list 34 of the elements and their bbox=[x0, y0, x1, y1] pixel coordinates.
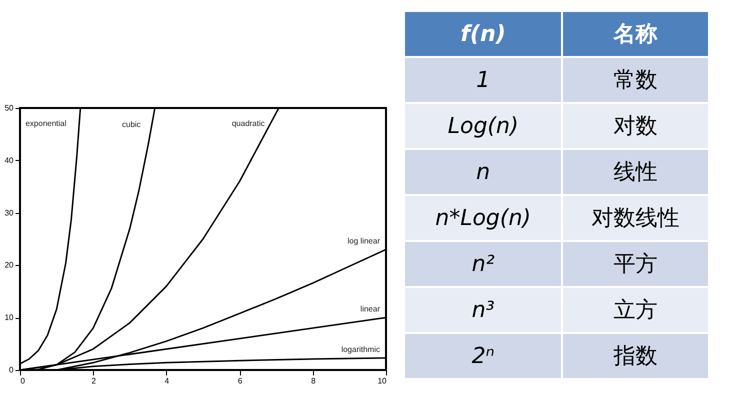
x-tick-label: 6 bbox=[238, 376, 243, 386]
text: n*Log(n) bbox=[435, 206, 531, 230]
x-tick-label: 4 bbox=[164, 376, 170, 386]
category-label: f(n) bbox=[404, 11, 562, 57]
series-label: quadratic bbox=[232, 119, 265, 128]
text: 立方 bbox=[614, 298, 658, 323]
text: 对数 bbox=[614, 114, 658, 139]
series-label: log linear bbox=[348, 236, 380, 246]
series-label: logarithmic bbox=[341, 344, 380, 354]
text: n² bbox=[472, 252, 495, 276]
text: n bbox=[476, 160, 490, 184]
text: 常数 bbox=[614, 68, 658, 93]
x-tick-label: 2 bbox=[91, 376, 96, 386]
y-tick-label: 10 bbox=[4, 313, 14, 322]
series-label: cubic bbox=[122, 120, 141, 130]
text: 2ⁿ bbox=[472, 344, 495, 368]
y-tick-label: 50 bbox=[4, 104, 14, 112]
category-label: 名称 bbox=[562, 11, 709, 57]
text: 1 bbox=[476, 68, 490, 92]
x-tick-label: 8 bbox=[311, 376, 316, 386]
y-tick-label: 0 bbox=[9, 366, 14, 374]
y-tick-label: 40 bbox=[4, 156, 14, 165]
text: 线性 bbox=[614, 160, 658, 185]
text: n³ bbox=[472, 298, 495, 322]
y-tick-label: 30 bbox=[4, 208, 14, 218]
x-tick-label: 0 bbox=[20, 376, 26, 386]
text: Log(n) bbox=[448, 114, 519, 138]
series-label: exponential bbox=[25, 119, 67, 128]
text: 平方 bbox=[614, 252, 658, 277]
series-label: linear bbox=[360, 304, 380, 314]
text: 对数线性 bbox=[592, 206, 680, 231]
y-tick-label: 20 bbox=[4, 260, 14, 270]
text: 指数 bbox=[614, 344, 658, 369]
x-tick-label: 10 bbox=[378, 376, 388, 386]
